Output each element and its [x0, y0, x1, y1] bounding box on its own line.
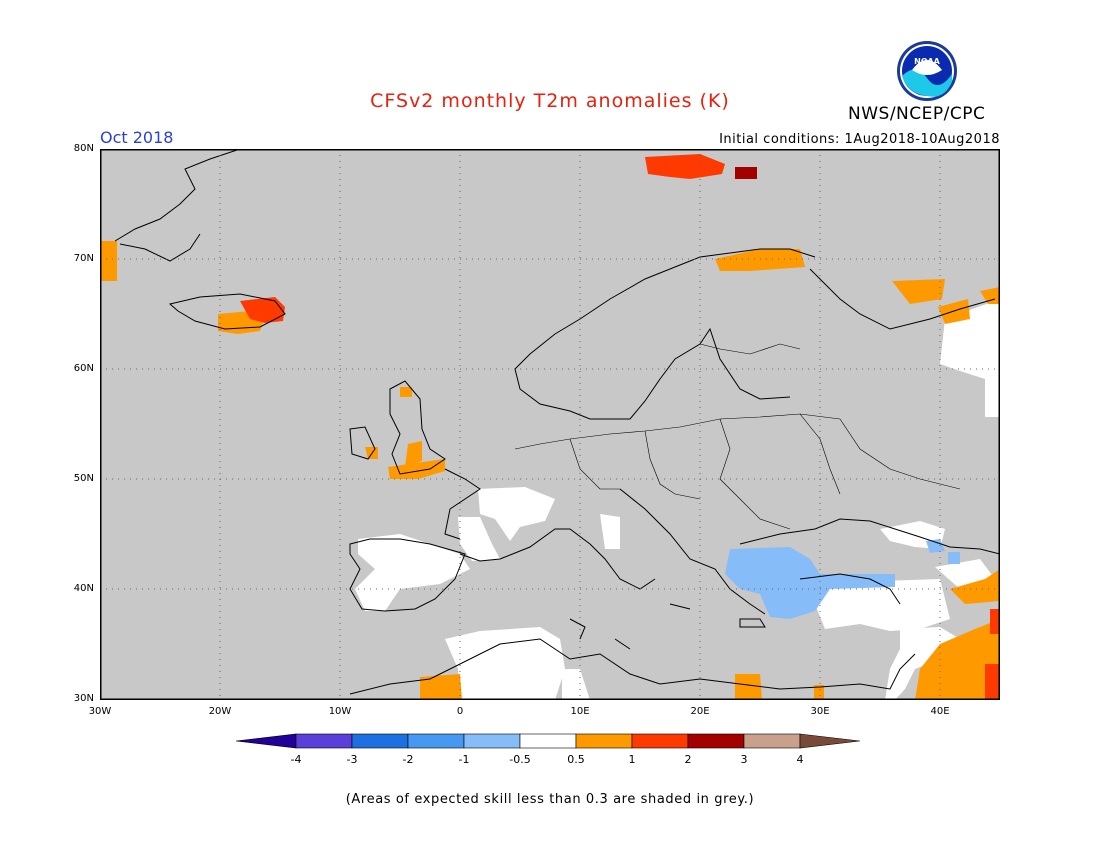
country-borders	[514, 343, 961, 530]
lon-label-10e: 10E	[570, 706, 590, 717]
colorbar-tick-label: -3	[347, 753, 358, 766]
colorbar-segment	[463, 733, 521, 749]
colorbar-max-arrow	[799, 733, 861, 749]
cool-anomaly-regions	[725, 539, 960, 619]
colorbar-segment	[407, 733, 465, 749]
near-zero-regions	[355, 299, 1000, 700]
lat-label-40n: 40N	[73, 583, 94, 594]
colorbar-tick-label: 3	[741, 753, 748, 766]
initial-conditions: Initial conditions: 1Aug2018-10Aug2018	[719, 132, 1000, 147]
colorbar-segment	[575, 733, 633, 749]
lat-label-30n: 30N	[73, 693, 94, 704]
lon-label-10w: 10W	[328, 706, 352, 717]
colorbar-tick-label: 0.5	[567, 753, 585, 766]
colorbar-segment	[743, 733, 801, 749]
colorbar-tick-label: 4	[797, 753, 804, 766]
lon-label-20w: 20W	[208, 706, 232, 717]
very-strong-warm-anomaly-regions	[735, 167, 757, 179]
colorbar-tick-label: 2	[685, 753, 692, 766]
map-frame	[100, 149, 1000, 700]
lon-label-30e: 30E	[810, 706, 830, 717]
colorbar-tick-label: -2	[403, 753, 414, 766]
lat-label-70n: 70N	[73, 253, 94, 264]
map-title: CFSv2 monthly T2m anomalies (K)	[370, 90, 730, 112]
noaa-logo: NOAA	[897, 41, 957, 101]
graticule	[100, 149, 1000, 700]
colorbar-tick-label: -0.5	[509, 753, 530, 766]
colorbar-min-arrow	[236, 733, 297, 749]
coastlines	[114, 149, 1000, 695]
colorbar-segment	[351, 733, 409, 749]
logo-text: NOAA	[914, 57, 940, 66]
lon-label-30w: 30W	[88, 706, 112, 717]
colorbar-tick-label: -4	[291, 753, 302, 766]
lat-label-80n: 80N	[73, 143, 94, 154]
lat-label-60n: 60N	[73, 363, 94, 374]
anomaly-map	[100, 149, 1000, 700]
colorbar-ticks: -4 -3 -2 -1 -0.5 0.5 1 2 3 4	[291, 753, 804, 766]
agency-label: NWS/NCEP/CPC	[848, 104, 986, 124]
strong-warm-anomaly-regions	[240, 154, 1000, 700]
lon-label-40e: 40E	[930, 706, 950, 717]
colorbar-segment	[295, 733, 353, 749]
colorbar-segment	[519, 733, 577, 749]
colorbar-segment	[631, 733, 689, 749]
skill-footnote: (Areas of expected skill less than 0.3 a…	[345, 792, 755, 807]
lon-label-20e: 20E	[690, 706, 710, 717]
lat-label-50n: 50N	[73, 473, 94, 484]
colorbar-segments	[236, 733, 861, 749]
colorbar-segment	[687, 733, 745, 749]
lon-label-0: 0	[456, 706, 464, 717]
colorbar-tick-label: 1	[629, 753, 636, 766]
colorbar: -4 -3 -2 -1 -0.5 0.5 1 2 3 4	[236, 733, 861, 766]
forecast-period: Oct 2018	[100, 128, 174, 147]
colorbar-tick-label: -1	[459, 753, 470, 766]
